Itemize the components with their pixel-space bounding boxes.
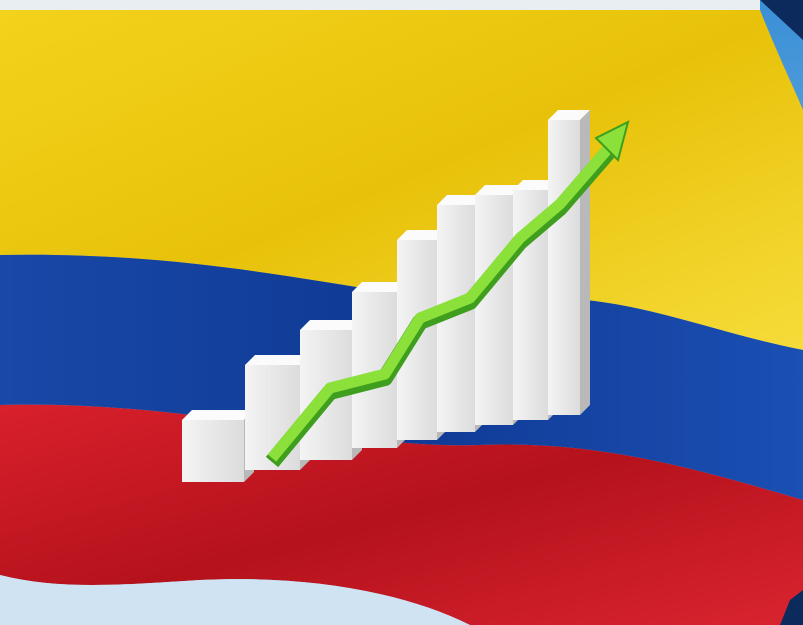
bar [182, 410, 254, 482]
corner [760, 0, 803, 40]
corner [780, 590, 803, 625]
top-strip [0, 0, 760, 10]
flag-yellow [0, 10, 803, 350]
arrow-head [594, 120, 630, 162]
clouds [0, 575, 470, 625]
arrow [267, 140, 617, 462]
bar [548, 110, 590, 415]
